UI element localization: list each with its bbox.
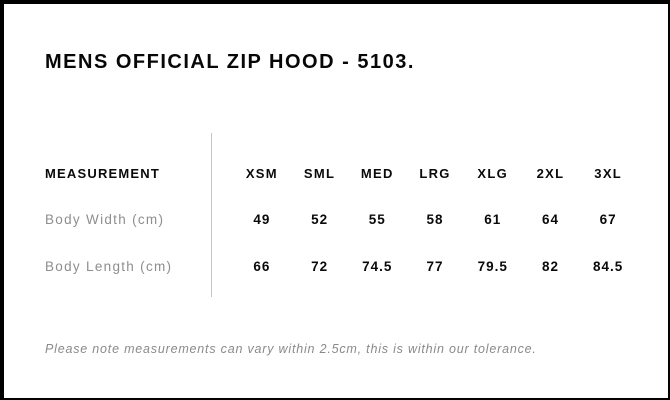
- body-width-lrg: 58: [426, 211, 444, 227]
- body-width-xlg: 61: [484, 211, 502, 227]
- body-width-3xl: 67: [599, 211, 617, 227]
- body-length-2xl: 82: [541, 258, 559, 274]
- body-width-xsm: 49: [253, 211, 271, 227]
- body-width-2xl: 64: [541, 211, 559, 227]
- size-column-header-xsm: XSM: [245, 165, 278, 181]
- body-length-sml: 72: [311, 258, 329, 274]
- body-width-sml: 52: [311, 211, 329, 227]
- body-length-xlg: 79.5: [477, 258, 508, 274]
- table-vertical-divider: [211, 133, 212, 297]
- body-width-med: 55: [368, 211, 386, 227]
- size-column-header-lrg: LRG: [419, 165, 451, 181]
- size-header-cells: XSM SML MED LRG XLG 2XL 3XL: [211, 166, 637, 181]
- body-length-values: 66 72 74.5 77 79.5 82 84.5: [211, 259, 637, 274]
- body-length-med: 74.5: [362, 258, 393, 274]
- table-header-row: MEASUREMENT XSM SML MED LRG XLG 2XL 3XL: [45, 161, 637, 185]
- tolerance-note: Please note measurements can vary within…: [45, 342, 537, 356]
- size-column-header-3xl: 3XL: [594, 165, 623, 181]
- row-label-body-length: Body Length (cm): [45, 258, 173, 274]
- measurement-column-header: MEASUREMENT: [45, 165, 161, 181]
- size-column-header-sml: SML: [303, 165, 336, 181]
- body-length-3xl: 84.5: [593, 258, 624, 274]
- size-column-header-2xl: 2XL: [536, 165, 565, 181]
- table-row-body-width: Body Width (cm) 49 52 55 58 61 64 67: [45, 207, 637, 231]
- table-row-body-length: Body Length (cm) 66 72 74.5 77 79.5 82 8…: [45, 254, 637, 278]
- body-length-lrg: 77: [426, 258, 444, 274]
- row-label-body-width: Body Width (cm): [45, 211, 165, 227]
- body-width-values: 49 52 55 58 61 64 67: [211, 212, 637, 227]
- page-title: MENS OFFICIAL ZIP HOOD - 5103.: [45, 51, 415, 73]
- body-length-xsm: 66: [253, 258, 271, 274]
- size-column-header-med: MED: [360, 165, 394, 181]
- size-column-header-xlg: XLG: [477, 165, 509, 181]
